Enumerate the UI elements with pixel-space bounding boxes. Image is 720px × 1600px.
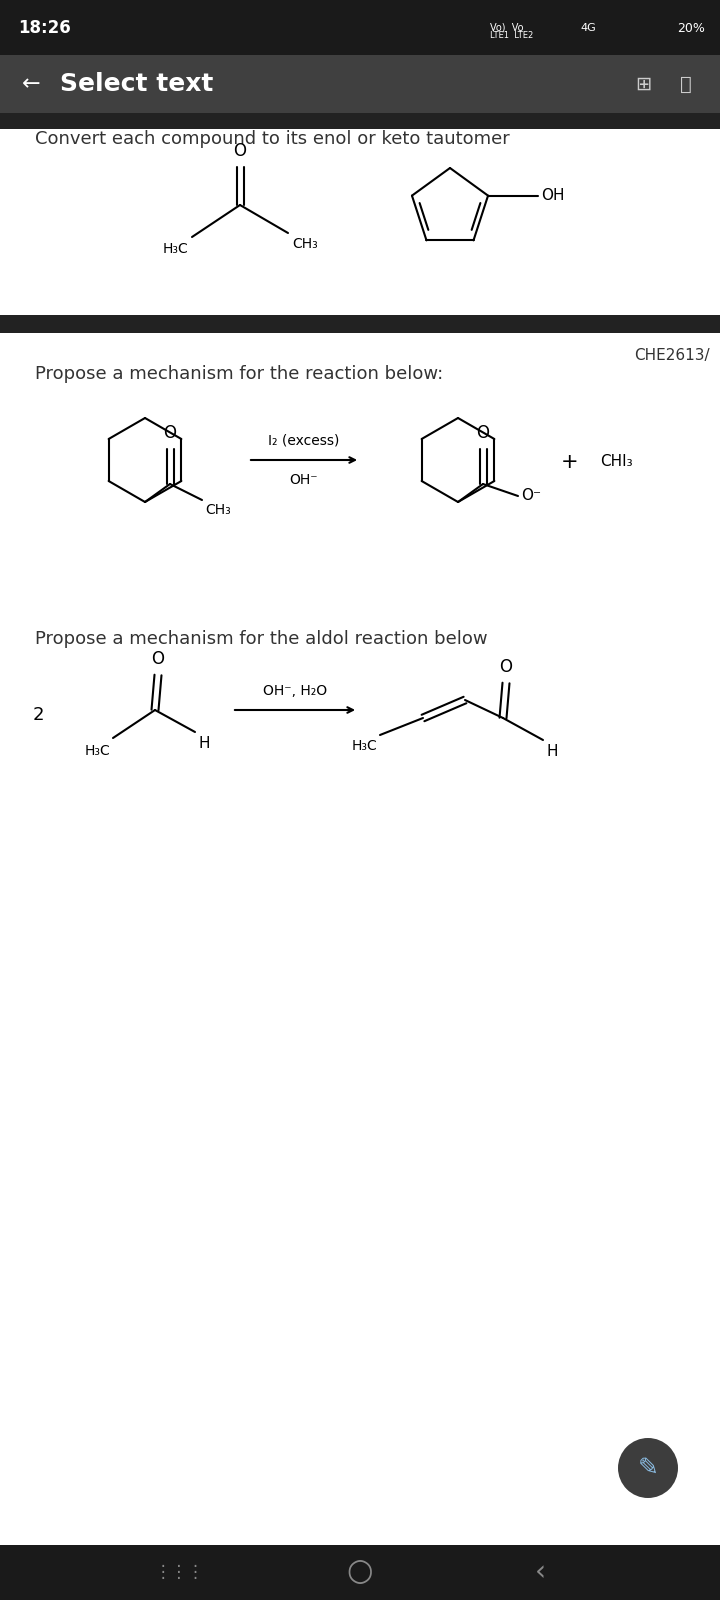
Bar: [0, 54, 720, 114]
Text: OH⁻, H₂O: OH⁻, H₂O: [263, 685, 327, 698]
Text: O: O: [163, 424, 176, 442]
Text: O: O: [500, 658, 513, 675]
Bar: [0, 0, 720, 54]
Text: O: O: [233, 142, 246, 160]
Bar: [0, 315, 720, 333]
Text: 4G: 4G: [580, 22, 595, 34]
Text: CHE2613/: CHE2613/: [634, 349, 710, 363]
Text: 2: 2: [33, 706, 45, 723]
Text: CHI₃: CHI₃: [600, 454, 633, 469]
Text: OH⁻: OH⁻: [289, 474, 318, 486]
Text: O⁻: O⁻: [521, 488, 541, 504]
Text: ⧉: ⧉: [680, 75, 692, 93]
Text: Select text: Select text: [60, 72, 213, 96]
Text: H₃C: H₃C: [351, 739, 377, 754]
Text: ←: ←: [22, 74, 40, 94]
Text: O: O: [477, 424, 490, 442]
Text: O: O: [151, 650, 164, 669]
Text: ‹: ‹: [534, 1558, 546, 1586]
Text: I₂ (excess): I₂ (excess): [269, 434, 340, 446]
Text: LTE1  LTE2: LTE1 LTE2: [490, 32, 534, 40]
Text: OH: OH: [541, 189, 564, 203]
Text: Vo)  Vo: Vo) Vo: [490, 22, 523, 34]
Text: ○: ○: [347, 1557, 373, 1587]
Text: Convert each compound to its enol or keto tautomer: Convert each compound to its enol or ket…: [35, 130, 510, 149]
Text: ✎: ✎: [637, 1456, 659, 1480]
Text: Propose a mechanism for the reaction below:: Propose a mechanism for the reaction bel…: [35, 365, 444, 382]
Text: H₃C: H₃C: [162, 242, 188, 256]
Text: +: +: [561, 451, 579, 472]
Text: ⊞: ⊞: [635, 75, 652, 93]
Text: CH₃: CH₃: [205, 502, 230, 517]
Text: H₃C: H₃C: [84, 744, 110, 758]
Text: CH₃: CH₃: [292, 237, 318, 251]
Circle shape: [618, 1438, 678, 1498]
Text: H: H: [546, 744, 557, 758]
Text: 18:26: 18:26: [18, 19, 71, 37]
Text: ⋮⋮⋮: ⋮⋮⋮: [155, 1563, 205, 1581]
Bar: [0, 1546, 720, 1600]
Bar: [0, 114, 720, 130]
Text: H: H: [198, 736, 210, 750]
Text: 20%: 20%: [677, 21, 705, 35]
Text: Propose a mechanism for the aldol reaction below: Propose a mechanism for the aldol reacti…: [35, 630, 487, 648]
